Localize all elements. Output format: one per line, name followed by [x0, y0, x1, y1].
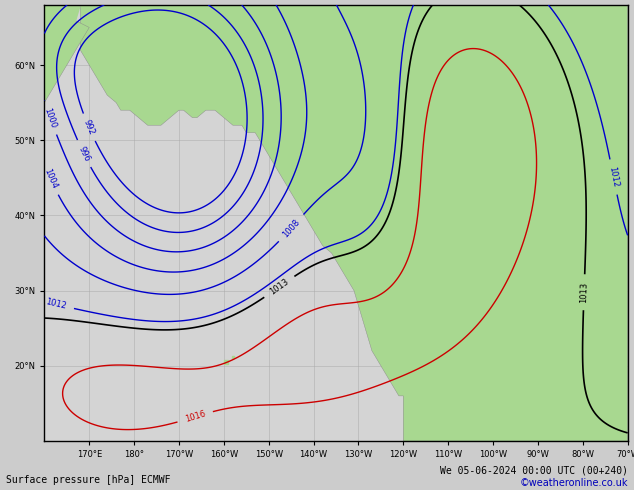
Text: 1004: 1004 [42, 167, 59, 190]
Polygon shape [44, 5, 89, 102]
Text: 1016: 1016 [184, 409, 207, 424]
Text: 992: 992 [82, 119, 96, 136]
Text: 1000: 1000 [42, 106, 58, 129]
Text: 1012: 1012 [45, 297, 67, 311]
Polygon shape [81, 5, 628, 441]
Text: 1012: 1012 [607, 166, 620, 188]
Text: 996: 996 [76, 145, 91, 163]
Text: ©weatheronline.co.uk: ©weatheronline.co.uk [519, 478, 628, 488]
Text: 1013: 1013 [579, 282, 589, 303]
Text: Surface pressure [hPa] ECMWF: Surface pressure [hPa] ECMWF [6, 475, 171, 485]
Polygon shape [44, 5, 81, 50]
Text: 1013: 1013 [268, 277, 290, 296]
Text: We 05-06-2024 00:00 UTC (00+240): We 05-06-2024 00:00 UTC (00+240) [439, 466, 628, 475]
Text: 1008: 1008 [281, 217, 302, 239]
